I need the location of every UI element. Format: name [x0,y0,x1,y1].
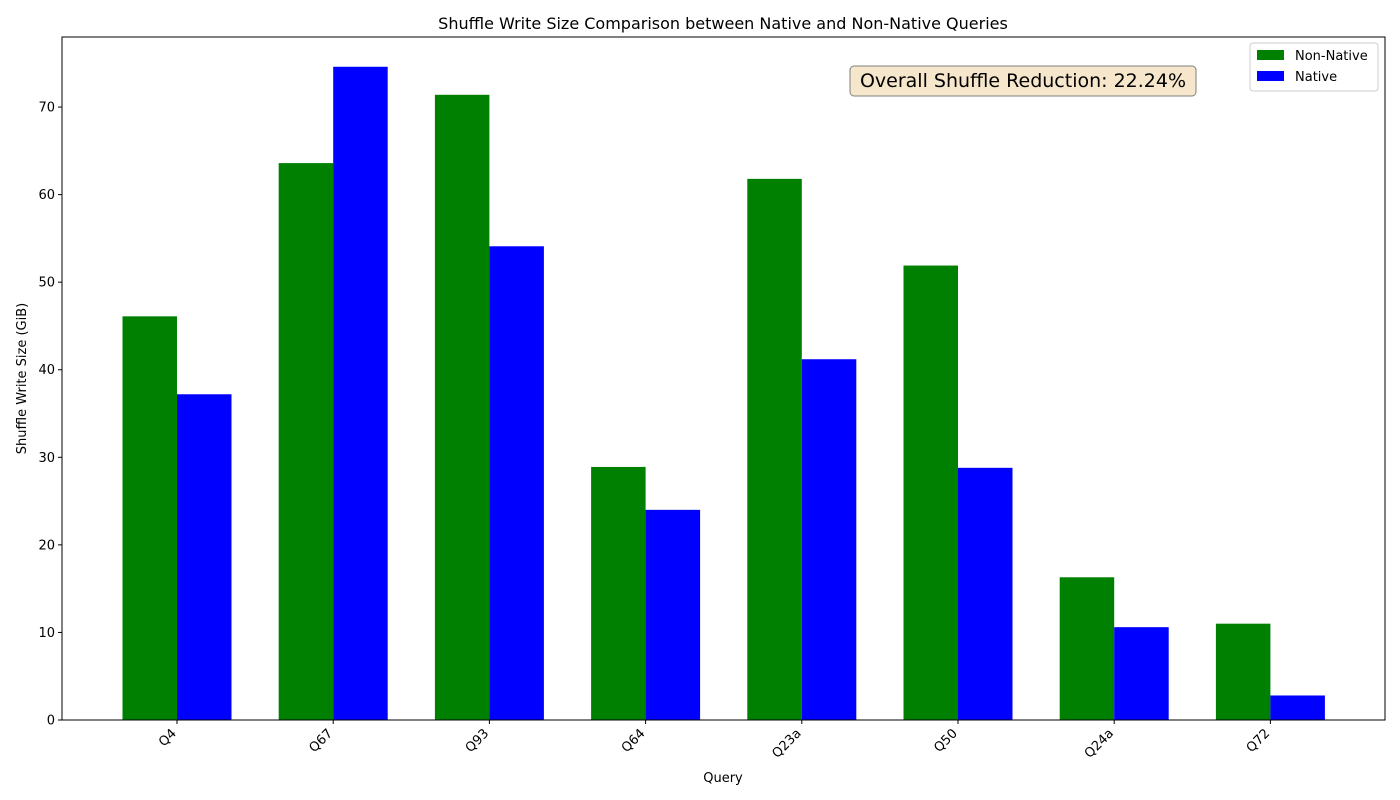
bar-native-q67 [333,66,388,721]
legend-label-non-native: Non-Native [1295,49,1368,64]
y-tick-label: 0 [47,714,55,729]
plot-frame [61,36,1386,721]
annotation-box: Overall Shuffle Reduction: 22.24% [849,65,1197,97]
bar-native-q24a [1114,627,1169,720]
x-tick-label: Q64 [619,726,649,756]
y-tick-label: 70 [38,101,55,116]
x-tick-label: Q23a [769,726,804,761]
x-axis: Q4 Q67 Q93 Q64 Q23a Q50 Q24a Q72 [156,720,1273,761]
x-tick-label: Q93 [463,726,493,756]
legend-label-native: Native [1295,70,1337,85]
x-tick-label: Q50 [931,726,961,756]
y-tick-label: 20 [38,538,55,553]
chart-title: Shuffle Write Size Comparison between Na… [438,14,1008,33]
bar-non-native-q72 [1215,623,1271,720]
bar-non-native-q64 [591,466,646,720]
x-axis-title: Query [703,771,743,786]
x-tick-label: Q24a [1082,726,1117,761]
bar-native-q23a [801,359,857,720]
x-tick-label: Q67 [306,726,336,756]
bar-non-native-q24a [1059,577,1115,720]
legend-swatch-non-native [1257,50,1284,60]
y-axis-title: Shuffle Write Size (GiB) [15,303,30,454]
bar-native-q50 [958,467,1013,720]
legend: Non-Native Native [1249,42,1379,92]
bar-native-q4 [177,394,232,720]
bar-native-q64 [645,509,701,720]
y-tick-label: 60 [38,188,55,203]
bar-non-native-q67 [278,163,334,721]
bar-native-q72 [1270,695,1325,720]
x-tick-label: Q4 [156,726,180,750]
bar-non-native-q50 [903,265,958,720]
annotation-background [849,65,1197,97]
y-tick-label: 30 [38,451,55,466]
y-tick-label: 50 [38,276,55,291]
bar-non-native-q4 [122,316,177,720]
y-tick-label: 10 [38,626,55,641]
legend-swatch-native [1257,71,1284,81]
bars-group [122,66,1325,721]
y-tick-label: 40 [38,363,55,378]
x-tick-label: Q72 [1244,726,1274,756]
bar-non-native-q93 [434,94,490,721]
bar-native-q93 [489,246,544,720]
y-axis: 0 10 20 30 40 50 60 70 [38,101,62,729]
annotation-text: Overall Shuffle Reduction: 22.24% [860,70,1186,92]
bar-non-native-q23a [747,178,802,720]
